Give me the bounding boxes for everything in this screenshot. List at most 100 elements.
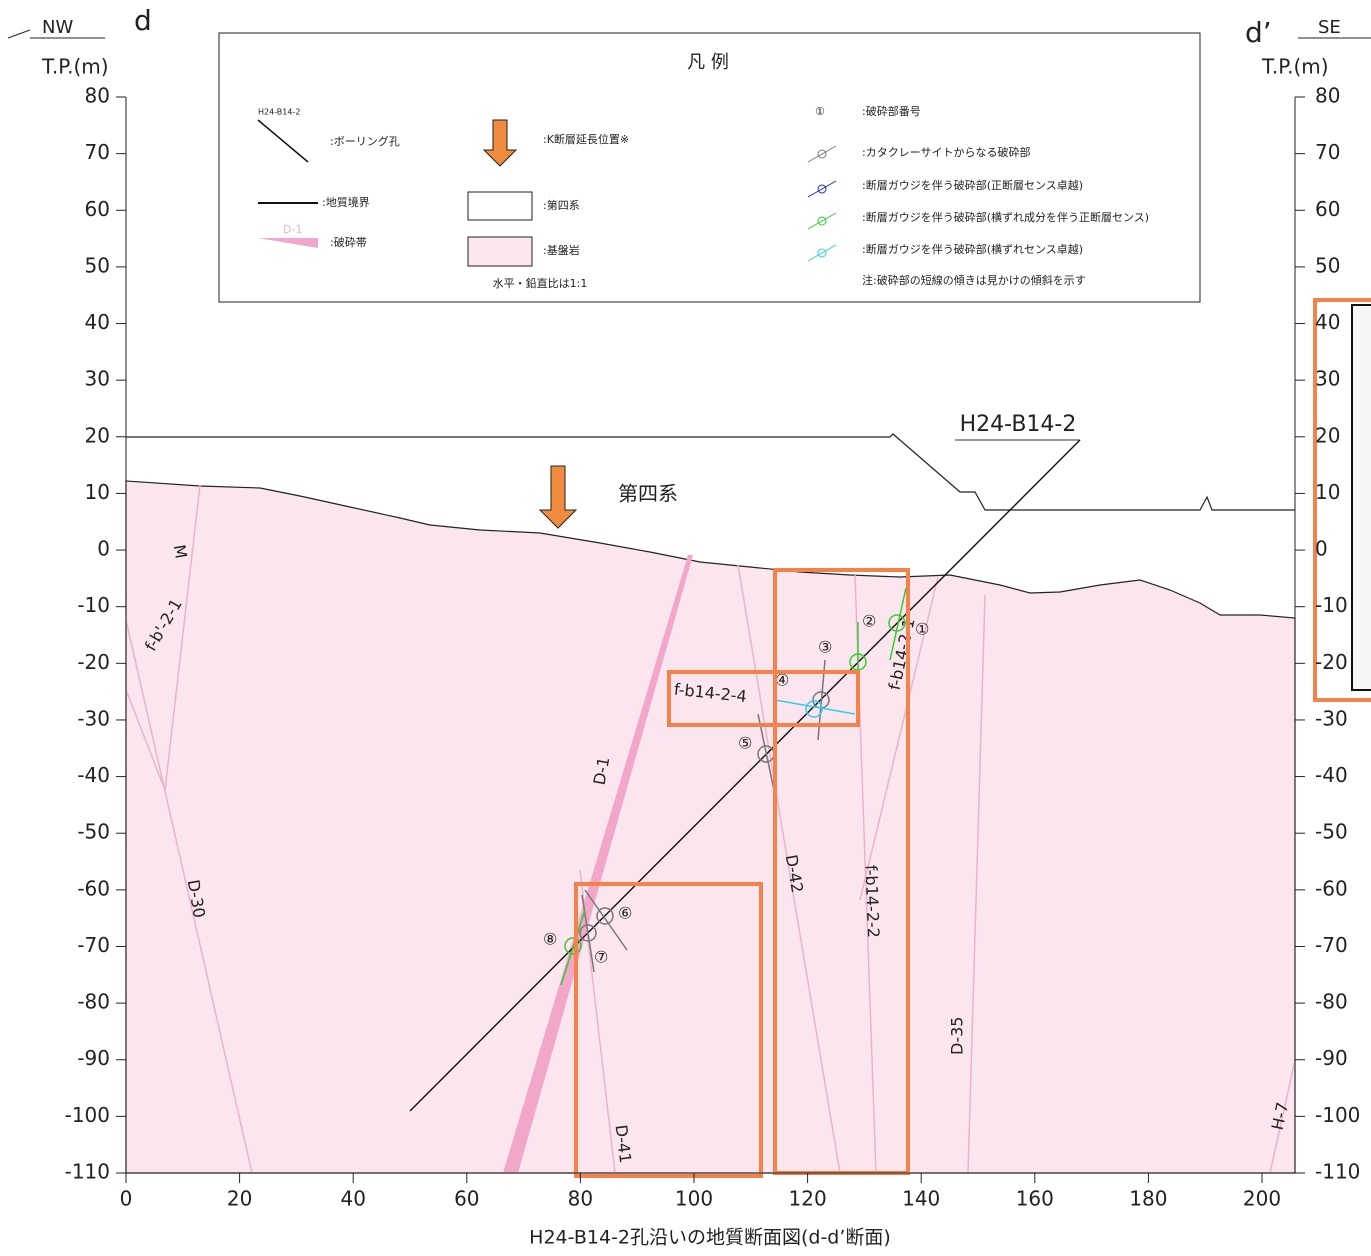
- y-tick-label: -110: [1315, 1160, 1360, 1184]
- legend-text: :地質境界: [322, 195, 370, 209]
- y-tick-label: 30: [85, 367, 110, 391]
- number: ⑥: [618, 904, 632, 923]
- fault-label: D-1: [590, 755, 614, 786]
- y-tick-label: -80: [1315, 990, 1348, 1014]
- legend-text: 水平・鉛直比は1:1: [493, 276, 588, 290]
- y-tick-label: -80: [77, 990, 110, 1014]
- fault-label: D-35: [948, 1017, 967, 1055]
- y-tick-label: -40: [77, 763, 110, 787]
- y-tick-label: 40: [85, 310, 110, 334]
- fracture-numbers: ① ② ③ ④ ⑤ ⑥ ⑦ ⑧: [543, 612, 929, 967]
- y-tick-label: -60: [1315, 876, 1348, 900]
- x-tick-label: 120: [789, 1187, 827, 1211]
- y-tick-label: 60: [85, 197, 110, 221]
- y-tick-label: -30: [77, 706, 110, 730]
- y-tick-label: -50: [77, 820, 110, 844]
- x-tick-label: 20: [227, 1187, 252, 1211]
- y-tick-label: 10: [85, 480, 110, 504]
- legend-text: :断層ガウジを伴う破砕部(横ずれセンス卓越): [862, 242, 1083, 256]
- fault-label: f-b14-2-2: [862, 865, 884, 939]
- section-label: d: [134, 4, 152, 37]
- fault-d1: [503, 555, 693, 1173]
- y-tick-label: 30: [1315, 367, 1340, 391]
- y-tick-label: -70: [77, 933, 110, 957]
- legend-title: 凡 例: [687, 52, 729, 73]
- y-tick-label: -100: [1315, 1103, 1360, 1127]
- y-tick-label: 50: [1315, 253, 1340, 277]
- y-tick-label: 70: [1315, 140, 1340, 164]
- legend-symbol: [467, 191, 533, 221]
- legend-symbols: [807, 145, 837, 262]
- legend-symbol: [467, 236, 533, 267]
- y-tick-label: -100: [65, 1103, 110, 1127]
- direction: SE: [1318, 17, 1341, 38]
- borehole-label: H24-B14-2: [960, 412, 1077, 437]
- bedrock: [125, 480, 1296, 1174]
- number: ④: [775, 671, 789, 690]
- y-tick-label: -110: [65, 1160, 110, 1184]
- ground-surface: [126, 433, 1295, 511]
- y-tick-label: 0: [1315, 537, 1328, 561]
- fault-label: M: [170, 543, 191, 560]
- legend: 凡 例 H24-B14-2 :ボーリング孔 :地質境界 D-1 :破砕帯 :K断…: [218, 32, 1201, 303]
- y-tick-label: -90: [1315, 1046, 1348, 1070]
- y-tick-label: 40: [1315, 310, 1340, 334]
- fault-label: D-41: [612, 1124, 636, 1164]
- x-tick-label: 100: [675, 1187, 713, 1211]
- number: ⑧: [543, 930, 557, 949]
- legend-text: :断層ガウジを伴う破砕部(正断層センス卓越): [862, 178, 1083, 192]
- x-tick-label: 160: [1016, 1187, 1054, 1211]
- legend-text: :第四系: [543, 198, 580, 212]
- legend-symbol: [257, 119, 309, 163]
- legend-text: :破砕部番号: [862, 104, 921, 118]
- y-tick-label: 10: [1315, 480, 1340, 504]
- number: ②: [862, 612, 876, 631]
- number: ⑤: [738, 734, 752, 753]
- x-tick-label: 200: [1243, 1187, 1281, 1211]
- y-tick-label: -70: [1315, 933, 1348, 957]
- x-tick-label: 80: [568, 1187, 593, 1211]
- y-tick-label: -60: [77, 876, 110, 900]
- y-tick-label: -20: [1315, 650, 1348, 674]
- x-tick-label: 60: [454, 1187, 479, 1211]
- number: ①: [915, 620, 929, 639]
- legend-sample: H24-B14-2: [258, 108, 300, 117]
- y-tick-label: -50: [1315, 820, 1348, 844]
- y-tick-label: -40: [1315, 763, 1348, 787]
- x-tick-label: 140: [902, 1187, 940, 1211]
- y-tick-label: -90: [77, 1046, 110, 1070]
- y-tick-label: 80: [1315, 84, 1340, 108]
- inset-map: [1351, 304, 1371, 691]
- x-tick-label: 0: [120, 1187, 133, 1211]
- borehole: [409, 439, 1081, 1112]
- y-tick-label: 70: [85, 140, 110, 164]
- y-tick-label: 60: [1315, 197, 1340, 221]
- y-tick-label: 80: [85, 84, 110, 108]
- y-tick-label: -10: [1315, 593, 1348, 617]
- legend-text: :K断層延長位置※: [543, 132, 629, 146]
- x-tick-label: 180: [1129, 1187, 1167, 1211]
- legend-text: 注:破砕部の短線の傾きは見かけの傾斜を示す: [862, 273, 1086, 287]
- legend-sample: ①: [815, 105, 825, 118]
- legend-sample: D-1: [283, 223, 302, 236]
- legend-text: :カタクレーサイトからなる破砕部: [862, 145, 1031, 159]
- y-tick-label: -30: [1315, 706, 1348, 730]
- legend-box: [218, 32, 1201, 303]
- direction: NW: [42, 17, 73, 38]
- legend-text: :破砕帯: [330, 235, 367, 249]
- axis-title: T.P.(m): [1261, 55, 1329, 79]
- y-tick-label: 0: [97, 537, 110, 561]
- k-fault-arrow: [538, 465, 578, 529]
- y-tick-label: 20: [85, 423, 110, 447]
- number: ⑦: [594, 948, 608, 967]
- legend-symbol: [482, 119, 518, 167]
- y-tick-label: 20: [1315, 423, 1340, 447]
- section-label: d’: [1245, 16, 1272, 49]
- nw-mark: [7, 29, 31, 39]
- number: ③: [818, 638, 832, 657]
- axis-title: T.P.(m): [41, 55, 109, 79]
- legend-text: :ボーリング孔: [330, 134, 400, 148]
